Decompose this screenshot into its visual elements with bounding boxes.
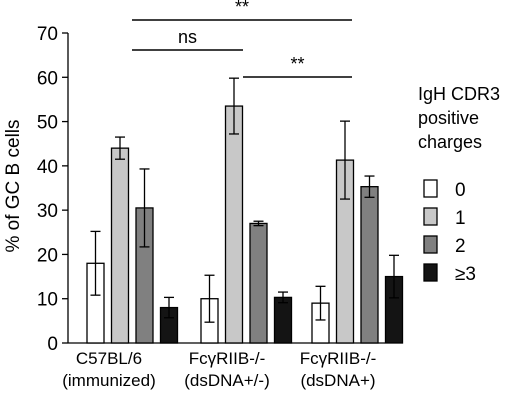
y-tick-label: 10 [37,290,58,311]
legend-swatch [423,263,438,282]
legend-label: ≥3 [455,264,476,285]
bar-2-series-4 [273,296,293,344]
category-label-line1: C57BL/6 [76,349,142,368]
bar-2-series-3 [249,222,268,344]
significance-label: ns [178,27,197,47]
y-tick-label: 20 [37,245,58,266]
legend-swatch [423,179,438,198]
significance-label: ** [235,0,249,17]
category-label-line2: (dsDNA+) [300,371,375,390]
significance-label: ** [290,54,304,74]
y-axis-label: % of GC B cells [3,119,24,252]
y-tick-label: 0 [47,334,58,355]
category-label-line2: (dsDNA+/-) [184,371,269,390]
y-tick-label: 50 [37,113,58,134]
legend-swatch [423,235,438,254]
bar-1-series-2 [110,147,130,344]
category-label-line1: FcγRIIB-/- [300,349,377,368]
legend-swatch [423,207,438,226]
y-tick-label: 60 [37,68,58,89]
category-label-line2: (immunized) [62,371,156,390]
y-tick-label: 30 [37,201,58,222]
category-label-line1: FcγRIIB-/- [189,349,266,368]
y-tick-label: 40 [37,157,58,178]
legend-title-line: charges [418,132,482,152]
legend-label: 2 [455,236,466,257]
bar-3-series-3 [360,186,379,344]
legend-title-line: positive [418,108,479,128]
bar-2-series-2 [224,105,244,344]
legend-label: 0 [455,180,466,201]
legend-label: 1 [455,208,466,229]
legend-title-line: IgH CDR3 [418,84,500,104]
y-tick-label: 70 [37,24,58,45]
